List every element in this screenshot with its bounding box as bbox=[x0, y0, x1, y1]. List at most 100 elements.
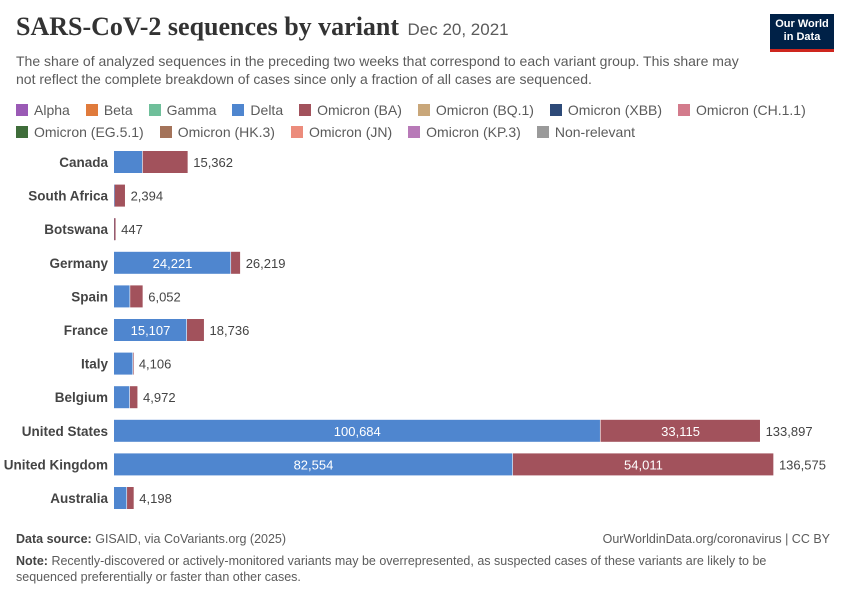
legend-label: Omicron (HK.3) bbox=[177, 124, 275, 140]
total-label: 4,198 bbox=[139, 491, 172, 506]
legend-item[interactable]: Gamma bbox=[148, 101, 217, 119]
legend-item[interactable]: Omicron (XBB) bbox=[549, 101, 662, 119]
bar-segment[interactable] bbox=[114, 419, 600, 442]
legend-label: Omicron (EG.5.1) bbox=[34, 124, 144, 140]
legend-swatch bbox=[549, 104, 562, 116]
legend-label: Omicron (BA) bbox=[317, 102, 402, 118]
legend-swatch bbox=[85, 104, 98, 116]
legend-swatch bbox=[678, 104, 691, 116]
bar-segment[interactable] bbox=[114, 386, 130, 409]
legend-swatch bbox=[159, 126, 172, 138]
bar-segment[interactable] bbox=[133, 352, 134, 375]
chart-subtitle: The share of analyzed sequences in the p… bbox=[16, 53, 739, 87]
chart-note: Note: Recently-discovered or actively-mo… bbox=[16, 553, 816, 585]
data-source-label: Data source: bbox=[16, 532, 92, 546]
total-label: 18,736 bbox=[210, 323, 250, 338]
data-source: Data source: GISAID, via CoVariants.org … bbox=[16, 532, 286, 546]
bar-segment[interactable] bbox=[130, 285, 143, 308]
note-label: Note: bbox=[16, 554, 48, 568]
total-label: 2,394 bbox=[131, 189, 164, 204]
legend-swatch bbox=[299, 104, 312, 116]
legend-swatch bbox=[290, 126, 303, 138]
legend-label: Beta bbox=[103, 102, 133, 118]
legend-label: Omicron (JN) bbox=[308, 124, 393, 140]
chart-title: SARS-CoV-2 sequences by variant bbox=[16, 12, 400, 41]
bar-segment[interactable] bbox=[142, 151, 188, 173]
category-label: South Africa bbox=[28, 189, 108, 204]
category-label: Canada bbox=[59, 155, 108, 170]
legend-swatch bbox=[536, 126, 549, 138]
bar-segment[interactable] bbox=[114, 184, 115, 207]
bar-chart: Canada 15,362 South Africa 2,394 Botswana 447… bbox=[4, 151, 826, 509]
bar-segment[interactable] bbox=[127, 487, 134, 509]
category-label: Australia bbox=[50, 491, 108, 506]
data-source-text[interactable]: GISAID, via CoVariants.org (2025) bbox=[95, 532, 287, 546]
source-url[interactable]: OurWorldinData.org/coronavirus | CC BY bbox=[602, 532, 830, 546]
legend-item[interactable]: Beta bbox=[85, 101, 133, 119]
legend-label: Non-relevant bbox=[554, 124, 635, 140]
legend-item[interactable]: Omicron (JN) bbox=[290, 123, 393, 141]
segment-label: 100,684 bbox=[334, 424, 381, 439]
total-label: 6,052 bbox=[148, 289, 181, 304]
legend-swatch bbox=[408, 126, 421, 138]
total-label: 15,362 bbox=[193, 155, 233, 170]
bar-segment[interactable] bbox=[512, 453, 774, 476]
legend: Alpha Beta Gamma Delta Omicron (BA) Omicron (… bbox=[16, 101, 816, 141]
category-label: United Kingdom bbox=[4, 457, 108, 472]
legend-item[interactable]: Omicron (HK.3) bbox=[159, 123, 275, 141]
legend-swatch bbox=[232, 104, 245, 116]
legend-item[interactable]: Omicron (CH.1.1) bbox=[678, 101, 806, 119]
legend-item[interactable]: Omicron (KP.3) bbox=[408, 123, 521, 141]
category-label: United States bbox=[22, 424, 108, 439]
legend-item[interactable]: Omicron (BA) bbox=[299, 101, 402, 119]
legend-label: Omicron (KP.3) bbox=[426, 124, 521, 140]
category-label: Italy bbox=[81, 357, 109, 372]
chart-date: Dec 20, 2021 bbox=[407, 20, 509, 39]
legend-item[interactable]: Delta bbox=[232, 101, 283, 119]
bar-segment[interactable] bbox=[114, 151, 143, 173]
bar-segment[interactable] bbox=[114, 184, 125, 207]
category-label: Belgium bbox=[55, 390, 108, 405]
total-label: 447 bbox=[121, 222, 143, 237]
segment-label: 82,554 bbox=[294, 457, 334, 472]
legend-label: Gamma bbox=[166, 102, 217, 118]
legend-label: Omicron (BQ.1) bbox=[435, 102, 534, 118]
bar-segment[interactable] bbox=[114, 285, 130, 308]
bar-segment[interactable] bbox=[187, 319, 204, 341]
chart-header: SARS-CoV-2 sequences by variant Dec 20, … bbox=[16, 12, 756, 42]
legend-swatch bbox=[417, 104, 430, 116]
total-label: 26,219 bbox=[246, 256, 286, 271]
category-label: Spain bbox=[71, 289, 108, 304]
bar-segment[interactable] bbox=[129, 386, 138, 409]
total-label: 4,106 bbox=[139, 357, 172, 372]
segment-label: 54,011 bbox=[624, 457, 663, 472]
legend-item[interactable]: Omicron (EG.5.1) bbox=[16, 123, 144, 141]
legend-item[interactable]: Non-relevant bbox=[536, 123, 635, 141]
category-label: Botswana bbox=[44, 222, 108, 237]
legend-item[interactable]: Omicron (BQ.1) bbox=[417, 101, 534, 119]
segment-label: 24,221 bbox=[153, 256, 193, 271]
bar-segment[interactable] bbox=[114, 487, 127, 509]
total-label: 136,575 bbox=[779, 457, 826, 472]
legend-item[interactable]: Alpha bbox=[16, 101, 70, 119]
bar-segment[interactable] bbox=[114, 453, 513, 476]
bar-segment[interactable] bbox=[114, 251, 231, 274]
logo-line-1: Our World bbox=[775, 18, 829, 30]
segment-label: 33,115 bbox=[661, 424, 700, 439]
bar-segment[interactable] bbox=[600, 419, 760, 442]
bar-segment[interactable] bbox=[114, 218, 116, 241]
owid-logo[interactable]: Our World in Data bbox=[770, 14, 834, 52]
total-label: 4,972 bbox=[143, 390, 176, 405]
category-label: Germany bbox=[49, 256, 108, 271]
note-text: Recently-discovered or actively-monitore… bbox=[16, 554, 767, 584]
bar-segment[interactable] bbox=[114, 352, 133, 375]
legend-label: Delta bbox=[250, 102, 284, 118]
legend-swatch bbox=[16, 104, 28, 116]
bar-segment[interactable] bbox=[231, 251, 241, 274]
logo-line-2: in Data bbox=[783, 31, 821, 43]
bar-segment[interactable] bbox=[114, 319, 187, 341]
legend-swatch bbox=[16, 126, 28, 138]
legend-label: Omicron (CH.1.1) bbox=[696, 102, 806, 118]
legend-label: Alpha bbox=[34, 102, 70, 118]
legend-swatch bbox=[148, 104, 161, 116]
